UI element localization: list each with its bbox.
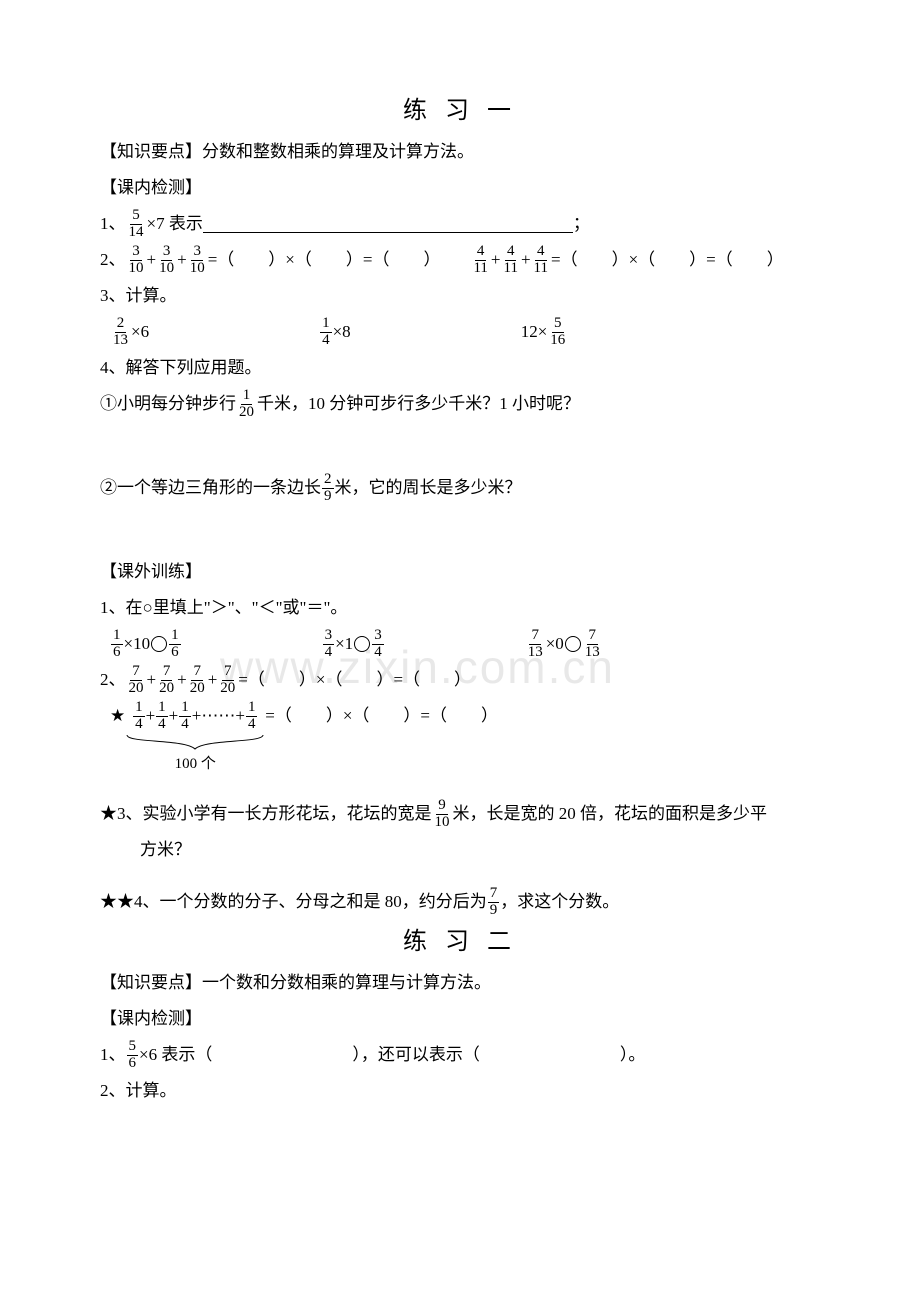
frac-7-13b: 713 (583, 628, 602, 661)
knowledge-points-1: 【知识要点】 分数和整数相乘的算理及计算方法。 (100, 135, 820, 169)
e2q1-prefix: 1、 (100, 1038, 126, 1072)
p1-label: 1、在○里填上"＞"、"＜"或"＝"。 (100, 591, 820, 625)
p1-row: 16 ×10 16 34 ×1 34 713 ×0 713 (100, 627, 820, 661)
q1-prefix: 1、 (100, 207, 126, 241)
frac-3-10a: 310 (127, 244, 146, 277)
p2b-eq: =（ ）×（ ）=（ ） (265, 699, 498, 733)
section-inclass-1: 【课内检测】 (100, 171, 820, 205)
q1: 1、 5 14 ×7 表示 ； (100, 207, 820, 241)
frac-7-9: 79 (488, 886, 500, 919)
kp2-label: 【知识要点】 (100, 966, 202, 1000)
e2q1-end: ）。 (620, 1038, 646, 1072)
circle-icon (565, 636, 581, 652)
frac-7-20d: 720 (218, 664, 237, 697)
p3-post: 米，长是宽的 20 倍，花坛的面积是多少平 (453, 797, 768, 831)
q4a-post: 千米，10 分钟可步行多少千米？1 小时呢？ (257, 387, 580, 421)
kp-text: 分数和整数相乘的算理及计算方法。 (202, 135, 474, 169)
q1-semi: ； (573, 207, 590, 241)
section-inclass-2: 【课内检测】 (100, 1002, 820, 1036)
q2-prefix: 2、 (100, 243, 126, 277)
frac-1-4-u1: 14 (133, 700, 145, 733)
plus: + (177, 243, 187, 277)
e2-q1: 1、 56 ×6 表示（ ），还可以表示（ ）。 (100, 1038, 820, 1072)
kp2-text: 一个数和分数相乘的算理与计算方法。 (202, 966, 491, 1000)
exercise2-title: 练 习 二 (100, 921, 820, 956)
plus: + (147, 243, 157, 277)
q4b-pre: ②一个等边三角形的一条边长 (100, 471, 321, 505)
section-outclass-1: 【课外训练】 (100, 555, 820, 589)
frac-5-14: 5 14 (127, 208, 146, 241)
frac-7-20b: 720 (157, 664, 176, 697)
frac-2-13: 213 (111, 316, 130, 349)
frac-1-6b: 16 (169, 628, 181, 661)
frac-3-4a: 34 (323, 628, 335, 661)
frac-1-4-u2: 14 (156, 700, 168, 733)
q4b: ②一个等边三角形的一条边长 29 米，它的周长是多少米？ (100, 471, 820, 505)
frac-4-11b: 411 (502, 244, 520, 277)
q4b-post: 米，它的周长是多少米？ (335, 471, 522, 505)
frac-1-6a: 16 (111, 628, 123, 661)
q2-eq1: =（ ）×（ ）=（ ） (208, 243, 441, 277)
e2q1-mid: ×6 表示（ (139, 1038, 212, 1072)
frac-1-20: 120 (237, 388, 256, 421)
frac-1-4-u3: 14 (179, 700, 191, 733)
e2-q2: 2、计算。 (100, 1074, 820, 1108)
q4a: ①小明每分钟步行 120 千米，10 分钟可步行多少千米？1 小时呢？ (100, 387, 820, 421)
p3: ★3、实验小学有一长方形花坛，花坛的宽是 910 米，长是宽的 20 倍，花坛的… (100, 797, 820, 831)
worksheet-page: www.zixin.com.cn 练 习 一 【知识要点】 分数和整数相乘的算理… (0, 0, 920, 1300)
frac-5-16: 516 (548, 316, 567, 349)
frac-7-13a: 713 (526, 628, 545, 661)
plus: + (521, 243, 531, 277)
q4-label: 4、解答下列应用题。 (100, 351, 820, 385)
p4-post: ，求这个分数。 (500, 885, 619, 919)
frac-4-11c: 411 (532, 244, 550, 277)
frac-7-20c: 720 (188, 664, 207, 697)
brace-label: 100 个 (175, 749, 216, 779)
q3c-head: 12× (521, 315, 548, 349)
frac-5-6: 56 (127, 1039, 139, 1072)
underbrace-group: 14 + 14 + 14 +⋯⋯+ 14 100 个 (125, 699, 265, 779)
frac-1-4: 14 (320, 316, 332, 349)
frac-3-4b: 34 (372, 628, 384, 661)
plus: + (491, 243, 501, 277)
p3-line2: 方米？ (100, 833, 820, 867)
frac-1-4-u4: 14 (246, 700, 258, 733)
circle-icon (151, 636, 167, 652)
q2-eq2: =（ ）×（ ）=（ ） (551, 243, 784, 277)
q3-row: 213 ×6 14 ×8 12× 516 (100, 315, 820, 349)
frac-3-10c: 310 (188, 244, 207, 277)
q3-label: 3、计算。 (100, 279, 820, 313)
q1-blank (203, 215, 573, 233)
kp-label: 【知识要点】 (100, 135, 202, 169)
p2b: ★ 14 + 14 + 14 +⋯⋯+ 14 100 个 =（ ）×（ ）=（ … (100, 699, 820, 779)
frac-2-9: 29 (322, 472, 334, 505)
frac-4-11a: 411 (471, 244, 489, 277)
q2: 2、 310 + 310 + 310 =（ ）×（ ）=（ ） 411 + 41… (100, 243, 820, 277)
q3b: ×8 (333, 315, 351, 349)
circle-icon (354, 636, 370, 652)
p4: ★★4、一个分数的分子、分母之和是 80，约分后为 79 ，求这个分数。 (100, 885, 820, 919)
star-icon: ★ (110, 699, 125, 733)
p2: 2、 720 + 720 + 720 + 720 =（ ）×（ ）=（ ） (100, 663, 820, 697)
q3a: ×6 (131, 315, 149, 349)
p2-eq: =（ ）×（ ）=（ ） (238, 663, 471, 697)
knowledge-points-2: 【知识要点】 一个数和分数相乘的算理与计算方法。 (100, 966, 820, 1000)
dots: +⋯⋯+ (192, 699, 245, 733)
p4-pre: ★★4、一个分数的分子、分母之和是 80，约分后为 (100, 885, 487, 919)
e2q1-mid2: ），还可以表示（ (352, 1038, 480, 1072)
frac-7-20a: 720 (127, 664, 146, 697)
frac-3-10b: 310 (157, 244, 176, 277)
q1-tail: ×7 表示 (147, 207, 203, 241)
exercise1-title: 练 习 一 (100, 90, 820, 125)
p3-pre: ★3、实验小学有一长方形花坛，花坛的宽是 (100, 797, 432, 831)
p2-prefix: 2、 (100, 663, 126, 697)
frac-9-10: 910 (433, 798, 452, 831)
q4a-pre: ①小明每分钟步行 (100, 387, 236, 421)
